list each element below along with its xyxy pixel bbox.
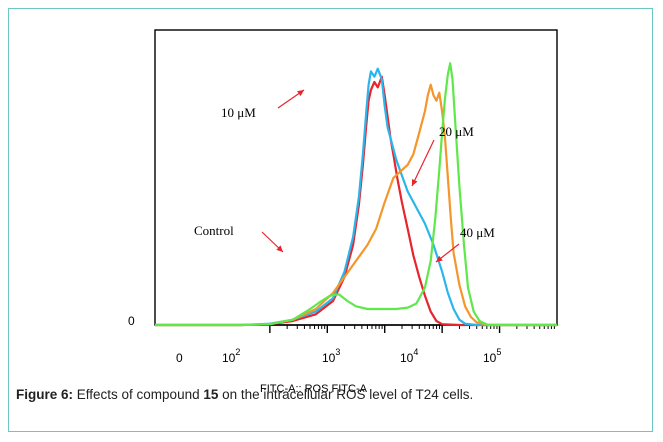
annotation-arrowhead-1 [412, 179, 418, 186]
figure-caption: Figure 6: Effects of compound 15 on the … [16, 387, 646, 402]
figure-frame [8, 8, 653, 432]
x-tick-label-1e4: 104 [400, 347, 418, 365]
x-axis-label: FITC-A:: ROS FITC-A [260, 383, 368, 395]
plot-area-frame [154, 29, 558, 326]
annotation-arrow-1 [411, 139, 435, 187]
series-line-control [155, 75, 557, 327]
x-tick-label-1e2: 102 [222, 347, 240, 365]
x-axis-major-ticks [269, 325, 501, 333]
annotation-control: Control [194, 223, 234, 238]
annotation-arrowhead-2 [276, 245, 283, 252]
y-tick-label-0: 0 [128, 314, 135, 328]
x-tick-label-1e5: 105 [483, 347, 501, 365]
annotation-arrows [261, 89, 460, 263]
series-line-40-m [155, 62, 557, 327]
x-tick-label-1e3: 103 [322, 347, 340, 365]
x-tick-label-0: 0 [176, 351, 183, 365]
caption-figure-number: Figure 6: [16, 387, 74, 402]
x-axis-minor-ticks [286, 325, 555, 329]
series-line-10-m [155, 67, 557, 327]
annotation-arrowhead-3 [436, 255, 443, 262]
caption-text-before: Effects of compound [73, 387, 204, 402]
annotation-20uM: 20 μM [439, 124, 474, 139]
annotation-10uM: 10 μM [221, 105, 256, 120]
series-line-20-m [155, 83, 557, 327]
annotation-arrowhead-0 [297, 90, 304, 97]
caption-compound-number: 15 [203, 387, 219, 402]
series-layer [155, 62, 557, 327]
annotation-40uM: 40 μM [460, 225, 495, 240]
caption-text-after: on the intracellular ROS level of T24 ce… [218, 387, 474, 402]
